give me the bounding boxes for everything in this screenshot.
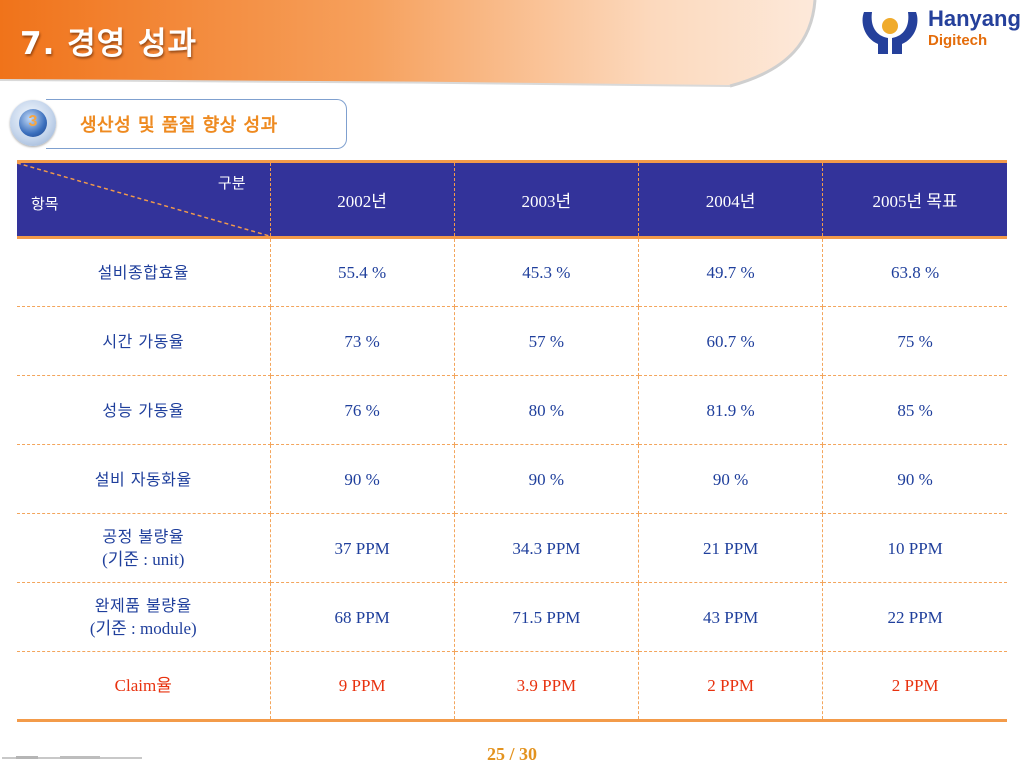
table-cell: 34.3 PPM xyxy=(453,513,640,583)
table-row-claim: Claim율 9 PPM 3.9 PPM 2 PPM 2 PPM xyxy=(17,651,1007,722)
table-cell: 80 % xyxy=(453,375,640,445)
corner-label-item: 항목 xyxy=(31,195,59,213)
logo-mark-icon xyxy=(862,12,918,54)
table-cell: 57 % xyxy=(453,306,640,376)
header-banner xyxy=(0,0,817,88)
row-label: 시간 가동율 xyxy=(17,306,271,376)
table-cell: 76 % xyxy=(269,375,455,445)
row-label-basis: (기준 : module) xyxy=(89,619,197,638)
column-header: 2004년 xyxy=(637,160,824,239)
table-cell: 73 % xyxy=(269,306,455,376)
table-row: 성능 가동율 76 % 80 % 81.9 % 85 % xyxy=(17,375,1007,445)
row-label: 공정 불량율 (기준 : unit) xyxy=(17,513,271,583)
section-title: 생산성 및 품질 향상 성과 xyxy=(80,115,278,136)
table-cell: 85 % xyxy=(822,375,1007,445)
table-cell: 10 PPM xyxy=(822,513,1007,583)
footer-smudge xyxy=(2,756,142,759)
corner-label-category: 구분 xyxy=(217,174,246,192)
column-header: 2002년 xyxy=(269,160,455,239)
table-cell: 90 % xyxy=(269,444,455,514)
row-label-main: 완제품 불량율 xyxy=(94,596,192,615)
column-header: 2003년 xyxy=(453,160,640,239)
row-label: 성능 가동율 xyxy=(17,375,271,445)
table-cell: 68 PPM xyxy=(269,582,455,652)
table-header-row: 구분 항목 2002년 2003년 2004년 2005년 목표 xyxy=(17,160,1007,239)
table-row: 시간 가동율 73 % 57 % 60.7 % 75 % xyxy=(17,306,1007,376)
table-corner-cell: 구분 항목 xyxy=(17,160,271,239)
row-label: 설비 자동화율 xyxy=(17,444,271,514)
company-logo: Hanyang Digitech xyxy=(858,6,1024,58)
section-number-badge: 3 xyxy=(10,100,56,146)
page-number: 25 / 30 xyxy=(486,744,537,764)
table-cell: 2 PPM xyxy=(637,651,824,722)
performance-table: 구분 항목 2002년 2003년 2004년 2005년 목표 설비종합효율 … xyxy=(17,160,1007,722)
logo-subname: Digitech xyxy=(928,32,988,49)
logo-name: Hanyang xyxy=(928,6,1021,31)
diagonal-divider xyxy=(17,163,270,236)
table-cell: 90 % xyxy=(453,444,640,514)
table-cell: 45.3 % xyxy=(453,237,640,307)
table-row: 공정 불량율 (기준 : unit) 37 PPM 34.3 PPM 21 PP… xyxy=(17,513,1007,583)
row-label-main: 공정 불량율 xyxy=(102,527,185,546)
table-cell: 22 PPM xyxy=(822,582,1007,652)
table-cell: 75 % xyxy=(822,306,1007,376)
table-cell: 81.9 % xyxy=(637,375,824,445)
table-row: 설비 자동화율 90 % 90 % 90 % 90 % xyxy=(17,444,1007,514)
section-label-box xyxy=(46,99,347,149)
table-cell: 55.4 % xyxy=(269,237,455,307)
page-title: 7. 경영 성과 xyxy=(20,26,198,62)
table-cell: 63.8 % xyxy=(822,237,1007,307)
row-label: 완제품 불량율 (기준 : module) xyxy=(17,582,271,652)
row-label-basis: (기준 : unit) xyxy=(102,550,185,569)
table-row: 설비종합효율 55.4 % 45.3 % 49.7 % 63.8 % xyxy=(17,237,1007,307)
section-number: 3 xyxy=(19,109,47,137)
row-label: Claim율 xyxy=(17,651,271,722)
column-header: 2005년 목표 xyxy=(822,160,1007,239)
table-row: 완제품 불량율 (기준 : module) 68 PPM 71.5 PPM 43… xyxy=(17,582,1007,652)
table-cell: 60.7 % xyxy=(637,306,824,376)
table-cell: 3.9 PPM xyxy=(453,651,640,722)
table-cell: 90 % xyxy=(637,444,824,514)
table-cell: 90 % xyxy=(822,444,1007,514)
table-cell: 9 PPM xyxy=(269,651,455,722)
table-cell: 21 PPM xyxy=(637,513,824,583)
table-cell: 2 PPM xyxy=(822,651,1007,722)
table-cell: 37 PPM xyxy=(269,513,455,583)
table-cell: 49.7 % xyxy=(637,237,824,307)
table-cell: 43 PPM xyxy=(637,582,824,652)
table-cell: 71.5 PPM xyxy=(453,582,640,652)
row-label: 설비종합효율 xyxy=(17,237,271,307)
